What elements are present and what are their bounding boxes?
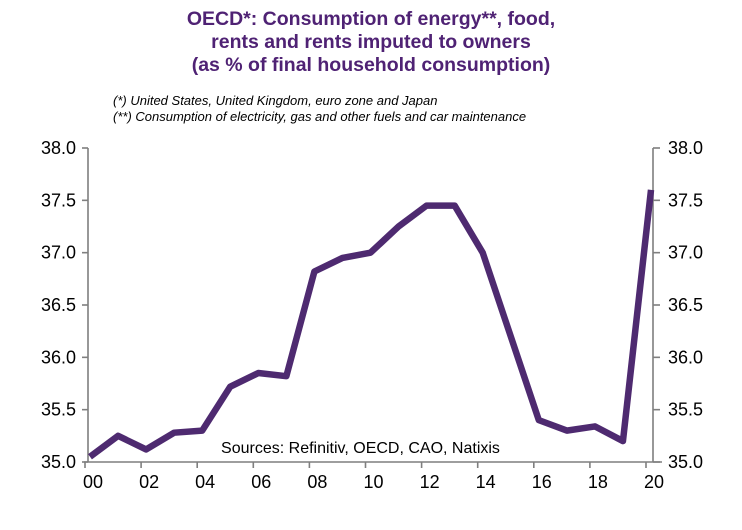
x-axis-label: 02 [139, 472, 159, 492]
y-axis-label-right: 37.0 [668, 243, 703, 263]
x-axis-label: 20 [644, 472, 664, 492]
y-axis-label-right: 35.0 [668, 452, 703, 472]
y-axis-label-right: 38.0 [668, 138, 703, 158]
chart-title-line-3: (as % of final household consumption) [191, 54, 551, 76]
footnote-2: (**) Consumption of electricity, gas and… [113, 109, 527, 124]
y-axis-label-right: 37.5 [668, 190, 703, 210]
x-axis-label: 06 [251, 472, 271, 492]
y-axis-label-left: 36.5 [41, 295, 76, 315]
footnote-1: (*) United States, United Kingdom, euro … [113, 93, 438, 108]
y-axis-label-right: 36.5 [668, 295, 703, 315]
y-axis-label-left: 37.5 [41, 190, 76, 210]
data-series-line [88, 189, 655, 460]
chart-title: OECD*: Consumption of energy**, food, re… [0, 8, 742, 77]
y-axis-label-right: 35.5 [668, 400, 703, 420]
x-axis-label: 14 [476, 472, 496, 492]
y-axis-label-left: 37.0 [41, 243, 76, 263]
y-axis-label-left: 36.0 [41, 347, 76, 367]
x-axis-label: 10 [363, 472, 383, 492]
y-axis-label-right: 36.0 [668, 347, 703, 367]
chart-title-line-2: rents and rents imputed to owners [211, 31, 531, 53]
x-axis-label: 00 [83, 472, 103, 492]
x-axis-label: 16 [532, 472, 552, 492]
y-axis-label-left: 38.0 [41, 138, 76, 158]
x-axis-label: 18 [588, 472, 608, 492]
source-note: Sources: Refinitiv, OECD, CAO, Natixis [221, 440, 500, 457]
x-axis-label: 08 [307, 472, 327, 492]
x-axis-label: 04 [195, 472, 215, 492]
y-axis-label-left: 35.0 [41, 452, 76, 472]
x-axis-label: 12 [420, 472, 440, 492]
y-axis-label-left: 35.5 [41, 400, 76, 420]
chart-title-line-1: OECD*: Consumption of energy**, food, [186, 8, 556, 30]
footnotes: (*) United States, United Kingdom, euro … [113, 93, 526, 125]
